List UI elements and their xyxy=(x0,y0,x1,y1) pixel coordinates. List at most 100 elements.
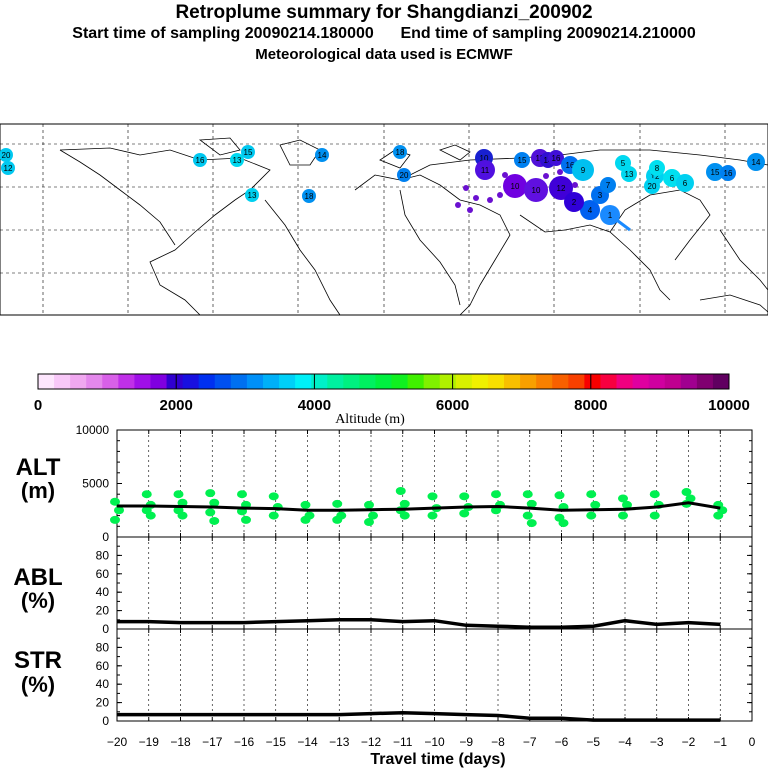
x-tick-label: −6 xyxy=(555,735,569,749)
marker-circle xyxy=(564,192,584,212)
alt-point xyxy=(114,506,124,515)
map-marker: 12 xyxy=(1,161,15,175)
x-axis-title: Travel time (days) xyxy=(370,751,505,768)
y-tick-label: 5000 xyxy=(82,477,109,491)
colorbar-swatch xyxy=(423,374,441,389)
colorbar-swatch xyxy=(86,374,103,389)
marker-label: 15 xyxy=(518,156,527,165)
colorbar-tick-label: 6000 xyxy=(436,397,469,414)
alt-point xyxy=(590,500,601,509)
alt-point xyxy=(173,490,184,499)
colorbar-swatch xyxy=(471,374,489,389)
colorbar-swatch xyxy=(520,374,537,389)
marker-label: 8 xyxy=(655,164,660,173)
map-marker: 13 xyxy=(245,188,259,202)
alt-point xyxy=(209,516,220,525)
colorbar-swatch xyxy=(182,374,200,389)
map-marker: 16 xyxy=(193,153,207,167)
marker-label: 13 xyxy=(625,170,634,179)
alt-point xyxy=(649,490,660,499)
colorbar-swatch xyxy=(504,374,521,389)
y-tick-label: 0 xyxy=(102,530,109,544)
alt-point xyxy=(300,515,311,524)
marker-label: 2 xyxy=(572,198,577,207)
colorbar-swatch xyxy=(455,374,473,389)
map-marker: 15 xyxy=(706,163,724,181)
marker-circle xyxy=(706,163,724,181)
x-tick-label: −18 xyxy=(170,735,191,749)
y-tick-label: 0 xyxy=(102,622,109,636)
colorbar-swatch xyxy=(230,374,248,389)
marker-circle xyxy=(315,148,329,162)
marker-label: 5 xyxy=(621,159,626,168)
marker-circle xyxy=(572,159,594,181)
marker-circle xyxy=(393,145,407,159)
alt-point xyxy=(268,492,279,501)
marker-label: 6 xyxy=(670,174,675,183)
alt-point xyxy=(713,511,724,520)
map-marker: 20 xyxy=(644,178,660,194)
colorbar-swatch xyxy=(439,374,457,389)
alt-point xyxy=(618,511,628,520)
marker-label: 15 xyxy=(711,168,720,177)
panel-label: ALT xyxy=(16,454,61,481)
marker-circle xyxy=(600,205,620,225)
map-marker: 13 xyxy=(230,153,244,167)
x-tick-label: −16 xyxy=(234,735,255,749)
marker-label: 3 xyxy=(598,191,603,200)
x-tick-label: −14 xyxy=(297,735,318,749)
marker-label: 16 xyxy=(196,156,205,165)
alt-point xyxy=(399,511,410,520)
x-tick-label: −10 xyxy=(424,735,445,749)
colorbar-swatch xyxy=(311,374,328,389)
alt-point xyxy=(395,486,406,495)
colorbar-label: Altitude (m) xyxy=(335,412,405,427)
marker-label: 1 xyxy=(608,211,613,220)
marker-circle xyxy=(644,178,660,194)
panel-str: 80 60 40 20 0 STR(%) xyxy=(14,628,753,728)
colorbar-swatch xyxy=(343,374,360,389)
marker-circle xyxy=(747,153,765,171)
colorbar-swatch xyxy=(70,374,87,389)
x-tick-label: −1 xyxy=(713,735,727,749)
map-marker: 11 xyxy=(475,160,495,180)
colorbar-swatch xyxy=(648,374,666,389)
met-data-label: Meteorological data used is ECMWF xyxy=(255,46,513,63)
alt-point xyxy=(491,506,501,515)
cluster-dot xyxy=(572,182,578,188)
alt-point xyxy=(554,491,565,500)
alt-point xyxy=(586,490,597,499)
chart-title: Retroplume summary for Shangdianzi_20090… xyxy=(175,2,593,23)
colorbar-swatch xyxy=(407,374,425,389)
cluster-dot xyxy=(557,169,563,175)
marker-label: 20 xyxy=(648,182,657,191)
marker-label: 14 xyxy=(318,151,327,160)
marker-label: 7 xyxy=(606,181,611,190)
marker-label: 9 xyxy=(581,166,586,175)
colorbar-swatch xyxy=(150,374,168,389)
alt-point xyxy=(177,498,188,507)
colorbar-tick-label: 0 xyxy=(34,397,42,414)
marker-circle xyxy=(503,174,527,198)
x-tick-label: −15 xyxy=(266,735,287,749)
x-tick-label: −8 xyxy=(491,735,505,749)
colorbar-swatch xyxy=(246,374,264,389)
marker-label: 16 xyxy=(566,161,575,170)
alt-point xyxy=(205,508,216,517)
marker-circle xyxy=(649,160,665,176)
marker-circle xyxy=(397,168,411,182)
map-marker: 16 xyxy=(548,150,564,166)
map-marker: 9 xyxy=(572,159,594,181)
colorbar-swatch xyxy=(198,374,216,389)
map-marker: 20 xyxy=(397,168,411,182)
colorbar-swatch xyxy=(712,374,730,389)
y-tick-label: 60 xyxy=(96,567,110,581)
alt-point xyxy=(427,492,438,501)
alt-point xyxy=(459,492,470,501)
marker-circle xyxy=(600,177,616,193)
colorbar-swatch xyxy=(102,374,119,389)
marker-label: 10 xyxy=(532,186,541,195)
marker-circle xyxy=(524,178,548,202)
